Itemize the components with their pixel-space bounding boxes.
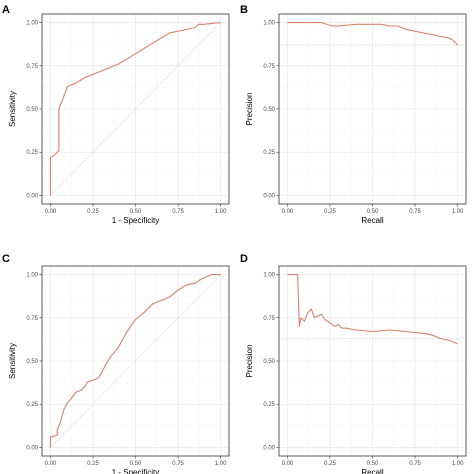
y-tick-label: 1.00 [263,21,275,27]
panel-label: A [2,4,10,16]
y-axis-title: Sensitivity [8,91,17,127]
x-tick-label: 0.50 [130,461,142,467]
y-tick-label: 1.00 [26,21,38,27]
x-tick-label: 0.50 [367,461,379,467]
x-tick-label: 0.00 [282,209,294,215]
panel-label: D [240,253,248,265]
x-axis-title: 1 - Specificity [112,468,160,474]
x-tick-label: 0.50 [130,209,142,215]
x-tick-label: 0.25 [324,461,336,467]
y-tick-label: 0.25 [26,402,38,408]
y-tick-label: 0.50 [26,107,38,113]
x-tick-label: 0.25 [87,461,99,467]
panel-label: C [2,253,10,265]
x-tick-label: 0.00 [45,209,57,215]
y-tick-label: 0.00 [26,445,38,451]
y-tick-label: 0.25 [263,402,275,408]
panel-label: B [240,4,248,16]
x-axis-title: Recall [361,468,383,474]
panel-d: D 0.00 0.25 0.50 0.75 1.00 0.00 0.25 0.50 0.75 1.0… [240,253,466,474]
y-tick-label: 1.00 [26,273,38,279]
y-tick-label: 0.75 [26,316,38,322]
panel-b: B 0.00 0.25 0.50 0.75 1.00 0.00 0.25 0.50 0.75 1.0… [240,4,466,225]
x-tick-label: 0.25 [87,209,99,215]
x-tick-label: 1.00 [215,461,227,467]
y-tick-label: 0.75 [26,64,38,70]
y-axis-title: Precision [245,93,254,126]
x-tick-label: 0.00 [45,461,57,467]
x-tick-label: 0.75 [172,209,184,215]
y-tick-label: 0.50 [263,107,275,113]
y-tick-label: 0.75 [263,316,275,322]
x-tick-label: 1.00 [452,461,464,467]
x-tick-label: 0.00 [282,461,294,467]
y-tick-label: 0.50 [263,359,275,365]
y-tick-label: 0.25 [263,150,275,156]
x-tick-label: 0.75 [409,461,421,467]
y-tick-label: 0.00 [26,193,38,199]
y-axis-title: Sensitivity [8,343,17,379]
panel-c: C 0.00 0.25 0.50 0.75 1.00 0.00 0.25 0.50 0.75 1.0… [2,253,229,474]
y-tick-label: 1.00 [263,273,275,279]
x-axis-title: 1 - Specificity [112,216,160,225]
panel-a: A 0.00 0.25 0.50 0.75 1.00 0.00 0.25 0.50 0.75 1.0… [2,4,229,225]
x-tick-label: 0.25 [324,209,336,215]
x-axis-title: Recall [361,216,383,225]
y-tick-label: 0.50 [26,359,38,365]
y-tick-label: 0.75 [263,64,275,70]
x-tick-label: 1.00 [215,209,227,215]
y-tick-label: 0.00 [263,193,275,199]
y-axis-title: Precision [245,345,254,378]
x-tick-label: 0.75 [172,461,184,467]
x-tick-label: 0.75 [409,209,421,215]
y-tick-label: 0.00 [263,445,275,451]
y-tick-label: 0.25 [26,150,38,156]
x-tick-label: 1.00 [452,209,464,215]
x-tick-label: 0.50 [367,209,379,215]
